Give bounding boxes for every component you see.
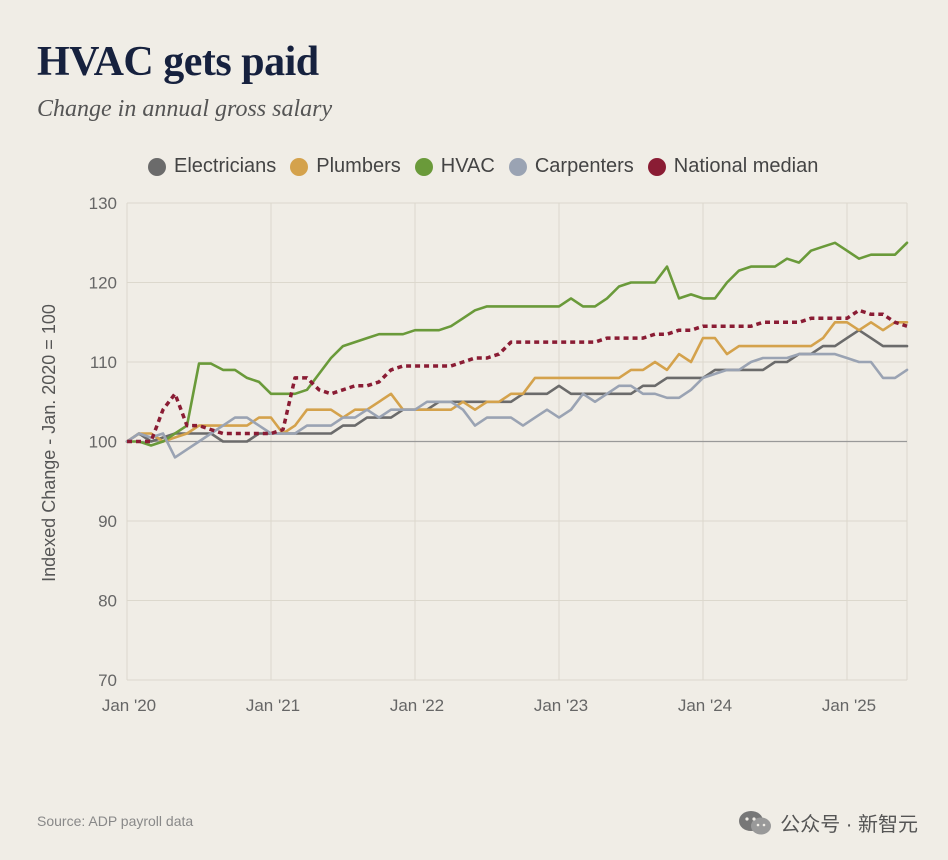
y-axis-ticks: 70 80 90 100 110 120 130 xyxy=(89,194,117,690)
series-lines xyxy=(125,241,909,459)
y-tick-label: 90 xyxy=(98,512,117,531)
x-tick-label: Jan '22 xyxy=(390,696,444,715)
legend-item-carpenters: Carpenters xyxy=(508,155,634,178)
chart-title: HVAC gets paid xyxy=(37,39,319,85)
x-tick-label: Jan '20 xyxy=(102,696,156,715)
legend-label: Carpenters xyxy=(534,155,634,177)
y-tick-label: 120 xyxy=(89,274,117,293)
legend-item-hvac: HVAC xyxy=(414,155,495,178)
y-tick-label: 70 xyxy=(98,671,117,690)
legend-label: Plumbers xyxy=(316,155,401,177)
series-line-national-median xyxy=(127,308,908,444)
x-axis-ticks: Jan '20 Jan '21 Jan '22 Jan '23 Jan '24 Jan '… xyxy=(102,696,876,715)
legend-swatch xyxy=(647,157,666,176)
y-tick-label: 80 xyxy=(98,592,117,611)
legend-item-national-median: National median xyxy=(647,155,819,178)
legend-swatch xyxy=(414,157,433,176)
series-line-hvac xyxy=(125,241,909,447)
legend-swatch xyxy=(148,157,166,176)
legend-swatch xyxy=(290,157,309,176)
x-tick-label: Jan '25 xyxy=(822,696,876,715)
legend-item-electricians: Electricians xyxy=(148,155,276,178)
watermark-text: 公众号 · 新智元 xyxy=(780,814,918,836)
y-axis-label: Indexed Change - Jan. 2020 = 100 xyxy=(39,304,59,582)
x-tick-label: Jan '23 xyxy=(534,696,588,715)
legend-label: HVAC xyxy=(440,155,495,177)
legend-swatch xyxy=(508,157,527,176)
wechat-icon xyxy=(739,810,772,834)
watermark: 公众号 · 新智元 xyxy=(738,808,918,837)
x-tick-label: Jan '21 xyxy=(246,696,300,715)
chart-subtitle: Change in annual gross salary xyxy=(37,96,333,122)
legend-label: National median xyxy=(673,155,819,177)
series-line-plumbers xyxy=(125,320,909,443)
legend-item-plumbers: Plumbers xyxy=(290,155,401,178)
y-tick-label: 100 xyxy=(89,433,117,452)
legend-label: Electricians xyxy=(174,155,277,177)
y-tick-label: 110 xyxy=(90,353,117,372)
x-tick-label: Jan '24 xyxy=(678,696,732,715)
chart-legend: Electricians Plumbers HVAC Carpenters Nation… xyxy=(148,155,818,178)
y-tick-label: 130 xyxy=(89,194,117,213)
series-line-carpenters xyxy=(125,352,909,459)
source-note: Source: ADP payroll data xyxy=(37,813,194,829)
